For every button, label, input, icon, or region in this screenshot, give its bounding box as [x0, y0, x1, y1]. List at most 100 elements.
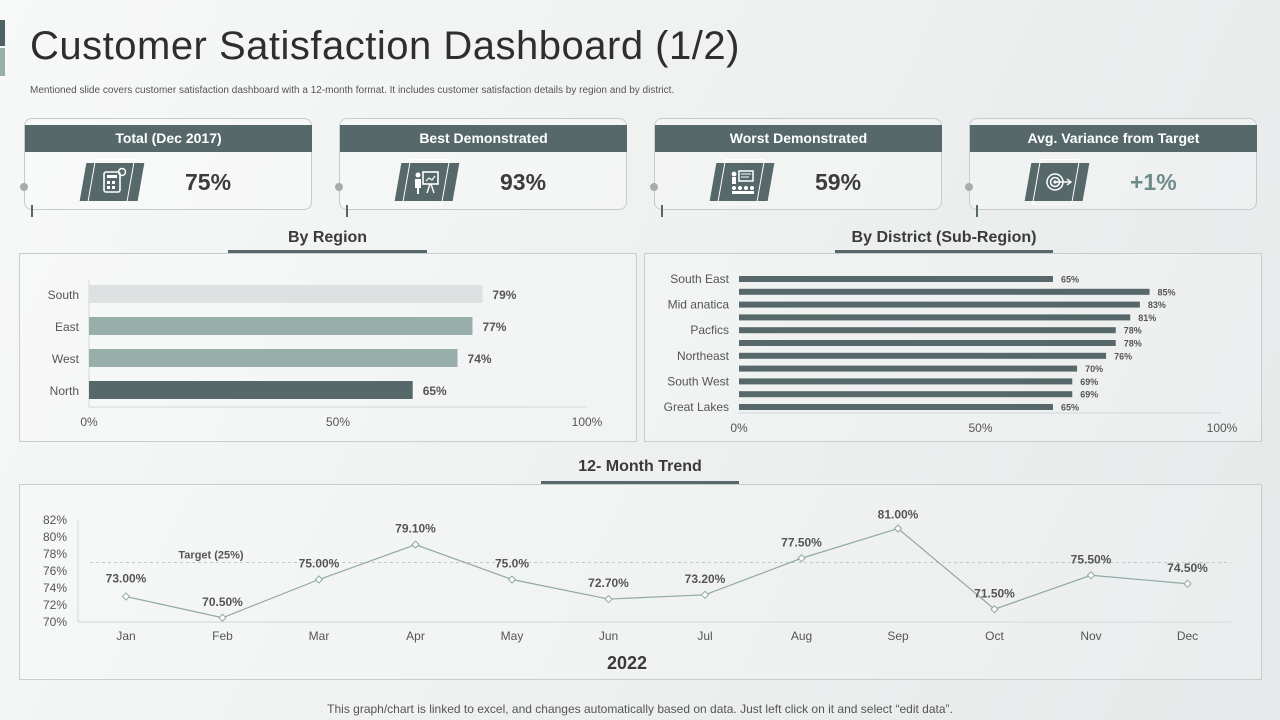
by-region-title: By Region [287, 229, 368, 246]
data-label: 65% [1061, 403, 1079, 413]
bar [739, 314, 1131, 321]
page-title: Customer Satisfaction Dashboard (1/2) [30, 24, 740, 68]
kpi-connector-dot [650, 183, 658, 191]
data-label: 73.20% [685, 572, 726, 586]
month-label: Dec [1177, 629, 1198, 643]
bar [739, 391, 1073, 398]
data-label: 65% [1061, 275, 1079, 285]
by-district-chart: 65% South East 85% 83% Mid anatica 81% 78% Pacf… [664, 272, 1238, 435]
by-district-underline [835, 250, 1053, 254]
category-label: Pacfics [690, 323, 729, 337]
data-label: 79.10% [395, 522, 436, 536]
kpi-card-total: Total (Dec 2017) 75% [20, 118, 312, 217]
data-label: 76% [1114, 351, 1132, 361]
kpi-label: Best Demonstrated [340, 125, 627, 152]
kpi-tick-mark [976, 205, 978, 217]
trend-underline [541, 481, 739, 485]
data-label: 81.00% [878, 508, 919, 522]
kpi-value: 59% [815, 169, 862, 195]
bar [739, 365, 1078, 372]
kpi-value: 75% [185, 169, 232, 195]
tick-label: 50% [326, 415, 350, 429]
data-label: 65% [423, 384, 447, 398]
tick-label: 100% [1207, 421, 1238, 435]
trend-panel: 70% 72% 74% 76% 78% 80% 82% Target (25%) 73.00% J… [19, 484, 1262, 680]
kpi-label: Total (Dec 2017) [25, 125, 312, 152]
month-label: Jan [116, 629, 135, 643]
category-label: Mid anatica [668, 298, 730, 312]
y-tick-label: 78% [43, 547, 67, 561]
category-label: South [48, 288, 79, 302]
data-label: 70% [1085, 364, 1103, 374]
data-label: 77% [482, 320, 506, 334]
tick-label: 50% [968, 421, 992, 435]
by-region-chart: South 79% East 77% West 74% North 65% 0% 50% 100% [48, 280, 603, 429]
bar [739, 352, 1107, 359]
bar [739, 327, 1116, 334]
bar [89, 381, 413, 399]
by-region-panel: South 79% East 77% West 74% North 65% 0% 50% 100% [19, 253, 637, 442]
category-label: East [55, 320, 80, 334]
calculator-icon [103, 167, 127, 193]
page-subtitle: Mentioned slide covers customer satisfac… [30, 85, 675, 96]
data-label: 74.50% [1167, 561, 1208, 575]
y-tick-label: 76% [43, 564, 67, 578]
data-point [990, 605, 999, 614]
category-label: North [50, 384, 79, 398]
data-label: 71.50% [974, 586, 1015, 600]
bar [89, 317, 473, 335]
presentation-board-icon [415, 171, 439, 194]
bar [739, 301, 1140, 308]
data-label: 74% [468, 352, 492, 366]
bar [739, 288, 1150, 295]
data-point [507, 575, 517, 584]
data-point [797, 554, 806, 563]
kpi-label: Avg. Variance from Target [970, 125, 1257, 152]
category-label: Great Lakes [664, 400, 729, 414]
tick-label: 100% [572, 415, 603, 429]
y-tick-label: 80% [43, 530, 67, 544]
kpi-tick-mark [31, 205, 33, 217]
category-label: Northeast [677, 349, 730, 363]
kpi-label: Worst Demonstrated [655, 125, 942, 152]
x-axis-title: 2022 [607, 653, 647, 673]
trend-title: 12- Month Trend [578, 458, 702, 475]
bar [739, 276, 1053, 282]
data-point [1183, 579, 1192, 588]
category-label: South East [670, 272, 729, 286]
data-point [411, 540, 420, 549]
kpi-value: 93% [500, 169, 547, 195]
bar [739, 404, 1053, 410]
bar [89, 349, 458, 367]
footer-note: This graph/chart is linked to excel, and… [327, 702, 953, 716]
category-label: South West [667, 374, 729, 388]
kpi-tick-mark [661, 205, 663, 217]
month-label: Feb [212, 629, 233, 643]
month-label: May [501, 629, 524, 643]
data-label: 73.00% [106, 572, 147, 586]
kpi-card-worst: Worst Demonstrated 59% [650, 118, 942, 217]
target-arrow-icon [1046, 173, 1073, 191]
data-label: 77.50% [781, 535, 822, 549]
data-point [893, 524, 903, 533]
data-point [604, 594, 613, 604]
y-tick-label: 82% [43, 513, 67, 527]
data-label: 78% [1124, 326, 1142, 336]
month-label: Jul [697, 629, 712, 643]
data-label: 69% [1080, 377, 1098, 387]
month-label: Nov [1080, 629, 1101, 643]
month-label: Apr [406, 629, 425, 643]
by-region-underline [228, 250, 427, 254]
kpi-connector-dot [335, 183, 343, 191]
trend-chart: 70% 72% 74% 76% 78% 80% 82% Target (25%) 73.00% J… [43, 508, 1231, 673]
tick-label: 0% [80, 415, 98, 429]
bar [89, 285, 483, 303]
title-accent-bar-dark [0, 20, 5, 46]
category-label: West [52, 352, 80, 366]
data-label: 69% [1080, 390, 1098, 400]
data-label: 72.70% [588, 576, 629, 590]
data-point [314, 575, 324, 584]
y-tick-label: 72% [43, 598, 67, 612]
data-point [700, 590, 710, 600]
data-point [121, 592, 131, 601]
